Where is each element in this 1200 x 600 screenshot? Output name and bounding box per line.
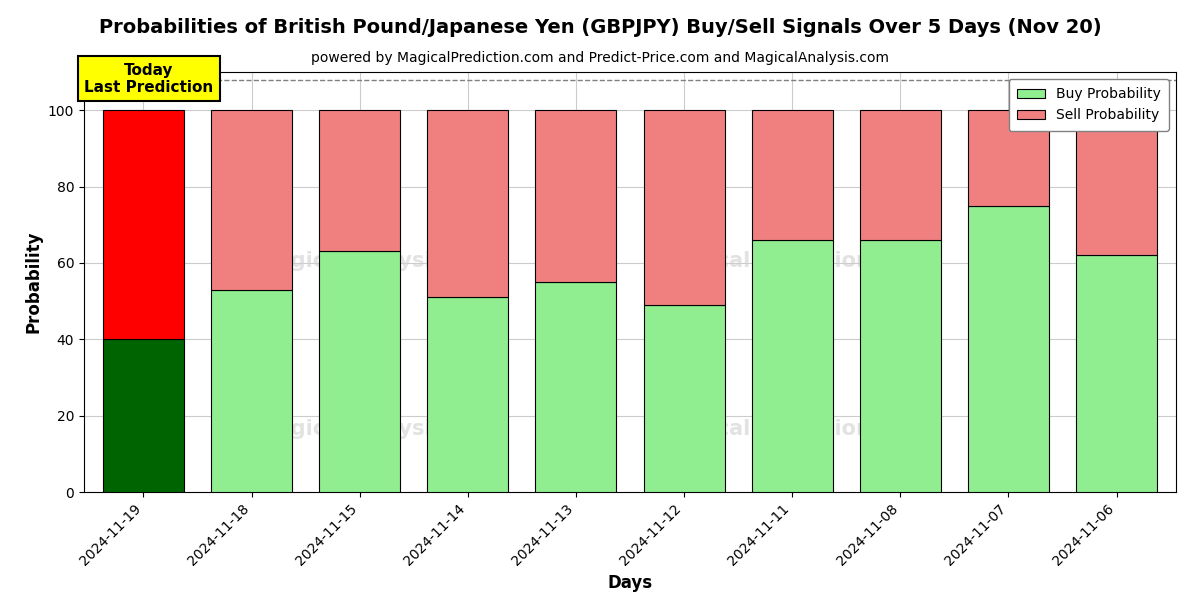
Bar bbox=[859, 240, 941, 492]
Bar bbox=[643, 110, 725, 305]
Legend: Buy Probability, Sell Probability: Buy Probability, Sell Probability bbox=[1009, 79, 1169, 131]
Bar bbox=[751, 110, 833, 240]
Y-axis label: Probability: Probability bbox=[24, 231, 42, 333]
Bar bbox=[211, 290, 292, 492]
Bar bbox=[535, 282, 617, 492]
Bar bbox=[103, 339, 184, 492]
Bar bbox=[1076, 255, 1157, 492]
Bar bbox=[103, 110, 184, 339]
Bar bbox=[319, 110, 401, 251]
Text: MagicalPrediction.com: MagicalPrediction.com bbox=[660, 251, 928, 271]
Bar bbox=[751, 240, 833, 492]
Bar bbox=[211, 110, 292, 290]
Bar bbox=[968, 110, 1049, 206]
Text: Today
Last Prediction: Today Last Prediction bbox=[84, 62, 214, 95]
Text: MagicalPrediction.com: MagicalPrediction.com bbox=[660, 419, 928, 439]
Bar bbox=[643, 305, 725, 492]
Bar bbox=[535, 110, 617, 282]
Text: Probabilities of British Pound/Japanese Yen (GBPJPY) Buy/Sell Signals Over 5 Day: Probabilities of British Pound/Japanese … bbox=[98, 18, 1102, 37]
Text: MagicalAnalysis.com: MagicalAnalysis.com bbox=[257, 419, 502, 439]
Text: powered by MagicalPrediction.com and Predict-Price.com and MagicalAnalysis.com: powered by MagicalPrediction.com and Pre… bbox=[311, 51, 889, 65]
Bar bbox=[1076, 110, 1157, 255]
Text: MagicalAnalysis.com: MagicalAnalysis.com bbox=[257, 251, 502, 271]
Bar bbox=[968, 206, 1049, 492]
X-axis label: Days: Days bbox=[607, 574, 653, 592]
Bar bbox=[427, 297, 509, 492]
Bar bbox=[319, 251, 401, 492]
Bar bbox=[859, 110, 941, 240]
Bar bbox=[427, 110, 509, 297]
